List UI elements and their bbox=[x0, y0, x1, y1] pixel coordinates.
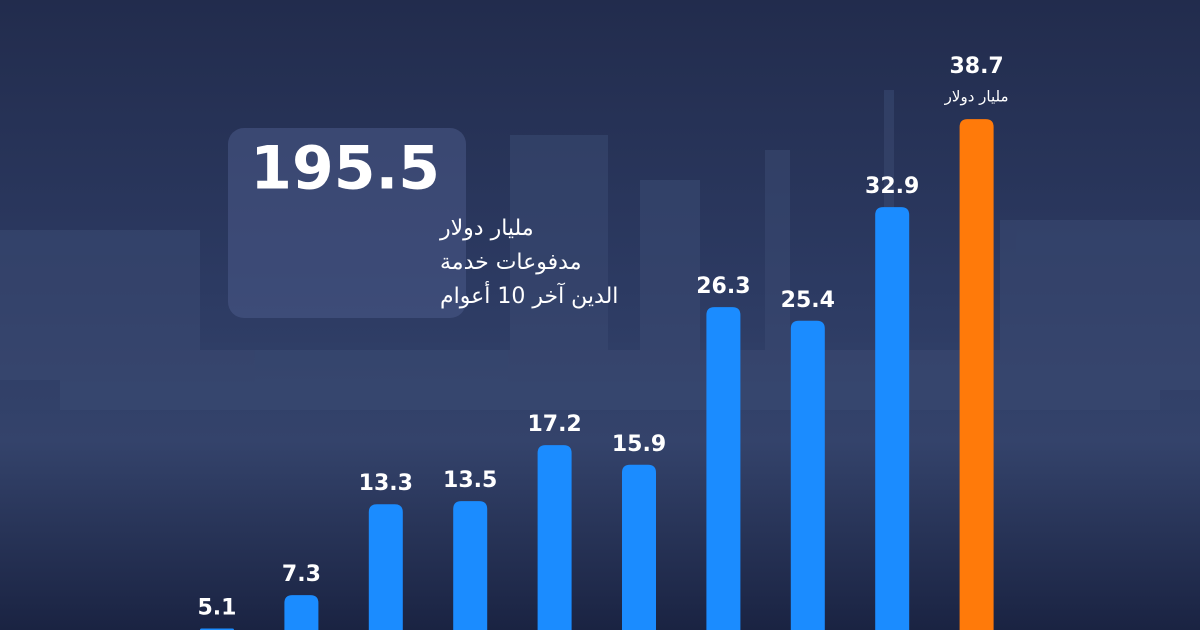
value-label: 13.5 bbox=[443, 468, 497, 493]
annotation-line: مدفوعات خدمة bbox=[440, 250, 581, 275]
value-label: 32.9 bbox=[865, 174, 919, 199]
value-label: 25.4 bbox=[781, 288, 835, 313]
annotation-value: 195.5 bbox=[250, 134, 440, 204]
bar bbox=[368, 504, 403, 630]
annotation-line: الدين آخر 10 أعوام bbox=[440, 281, 618, 309]
bar bbox=[959, 119, 994, 630]
bar bbox=[284, 595, 319, 630]
bar bbox=[790, 320, 825, 630]
annotation-box bbox=[228, 128, 466, 318]
value-label: 13.3 bbox=[359, 471, 413, 496]
value-label: 17.2 bbox=[527, 412, 581, 437]
bar bbox=[537, 445, 572, 630]
value-label: 15.9 bbox=[612, 432, 666, 457]
value-label: 5.1 bbox=[198, 595, 237, 620]
bar bbox=[875, 207, 910, 630]
unit-label: مليار دولار bbox=[944, 88, 1009, 106]
value-label: 38.7 bbox=[949, 54, 1003, 79]
annotation-line: مليار دولار bbox=[439, 216, 534, 241]
skyline bbox=[0, 90, 1200, 410]
bar bbox=[706, 307, 741, 630]
bar bbox=[622, 464, 656, 630]
value-label: 7.3 bbox=[282, 562, 321, 587]
bar bbox=[453, 501, 488, 630]
value-label: 26.3 bbox=[696, 274, 750, 299]
